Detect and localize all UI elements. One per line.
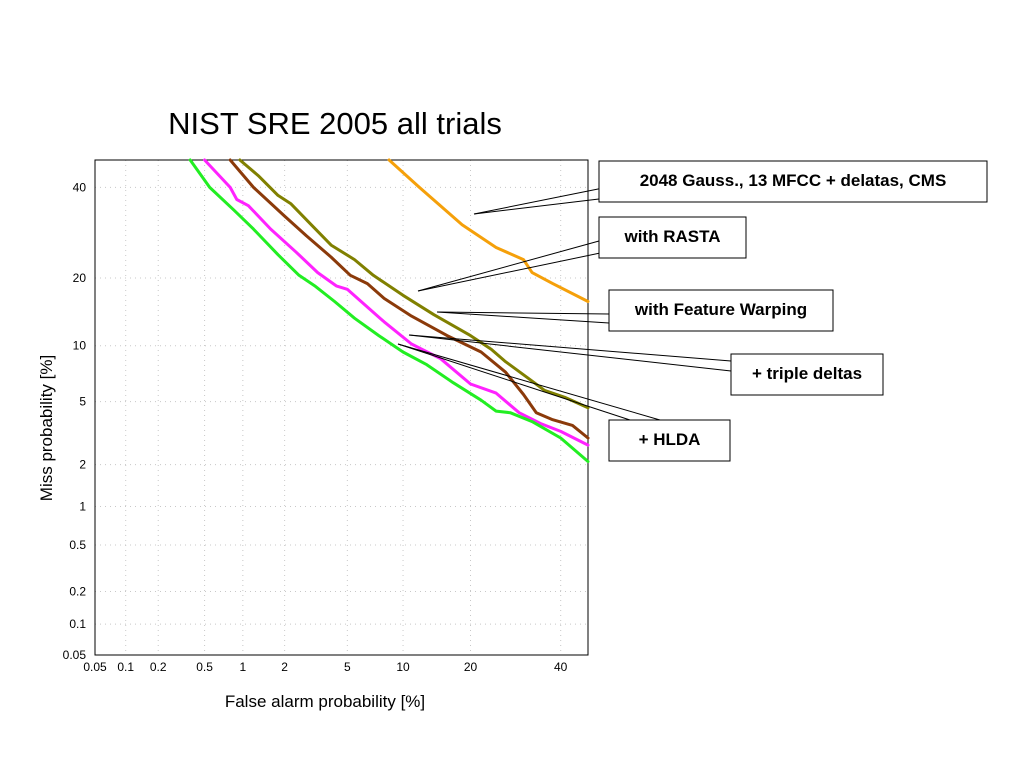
x-tick-label: 0.05 [83,660,107,674]
y-axis-title: Miss probability [%] [37,355,56,501]
legend-box [598,160,988,203]
series-line-1 [387,158,590,303]
legend-box [730,353,884,396]
x-tick-label: 0.1 [117,660,134,674]
legend-leader-line [417,240,600,292]
legend-leader-line [397,343,631,421]
legend-leader-line [473,185,614,215]
legend-label: + triple deltas [752,364,862,383]
legend-leader-line [397,343,661,421]
y-tick-label: 1 [79,500,86,514]
y-tick-label: 10 [73,339,87,353]
series-lines [188,158,590,463]
y-tick-label: 2 [79,458,86,472]
legend-callouts: 2048 Gauss., 13 MFCC + delatas, CMS with … [397,160,988,462]
y-tick-label: 0.1 [69,617,86,631]
legend-leader-line [408,334,732,362]
x-tick-label: 0.5 [196,660,213,674]
x-tick-label: 1 [239,660,246,674]
legend-label: + HLDA [639,430,701,449]
legend-leader-line [436,311,610,324]
x-tick-label: 20 [464,660,478,674]
series-line-4 [203,158,590,447]
x-tick-label: 2 [281,660,288,674]
y-tick-label: 5 [79,395,86,409]
x-tick-label: 5 [344,660,351,674]
x-axis-title: False alarm probability [%] [225,692,425,711]
y-tick-label: 0.2 [69,585,86,599]
series-line-2 [238,158,590,410]
series-line-5 [188,158,590,463]
legend-leader-line [473,198,600,215]
y-tick-label: 0.5 [69,538,86,552]
chart-title: NIST SRE 2005 all trials [168,106,502,141]
x-tick-label: 10 [396,660,410,674]
legend-box [608,419,731,462]
legend-leader-line [417,251,606,292]
x-tick-label: 0.2 [150,660,167,674]
y-tick-label: 40 [73,180,87,194]
x-tick-label: 40 [554,660,568,674]
legend-box [608,289,834,332]
axis-ticks: 0.05 0.1 0.2 0.5 1 2 5 10 20 40 0.05 0.1 0.2 0.5 1 2 5 10… [63,180,568,674]
series-line-3 [228,158,590,440]
legend-label: 2048 Gauss., 13 MFCC + delatas, CMS [640,171,947,190]
legend-leader-line [408,334,732,372]
y-tick-label: 0.05 [63,648,87,662]
legend-label: with RASTA [623,227,720,246]
y-tick-label: 20 [73,271,87,285]
legend-box [598,216,747,259]
legend-label: with Feature Warping [634,300,807,319]
legend-leader-line [436,311,610,315]
